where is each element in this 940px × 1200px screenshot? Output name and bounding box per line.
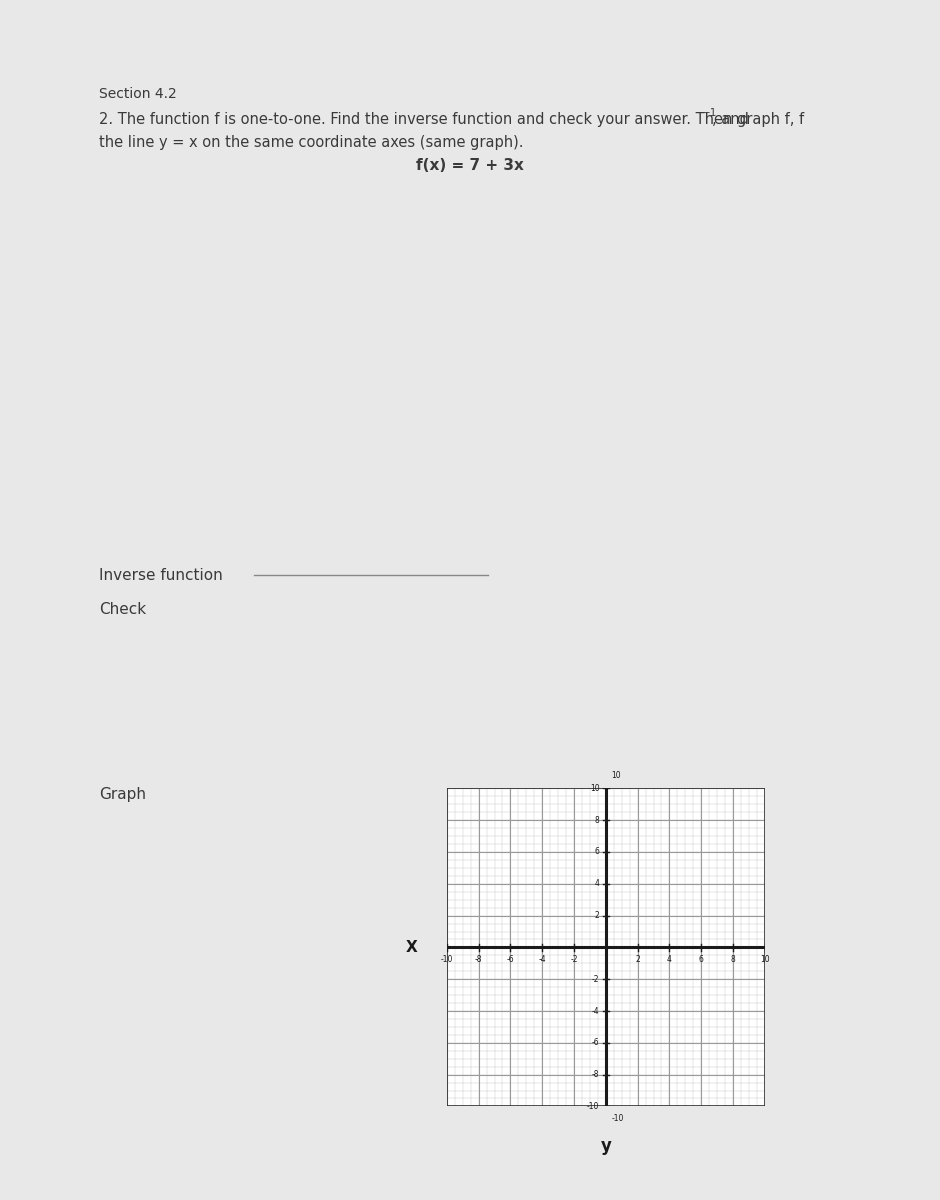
Text: the line y = x on the same coordinate axes (same graph).: the line y = x on the same coordinate ax… <box>99 134 524 150</box>
Text: 8: 8 <box>595 816 600 824</box>
Text: -6: -6 <box>592 1038 600 1048</box>
Text: Inverse function: Inverse function <box>99 568 223 583</box>
Text: 6: 6 <box>595 847 600 857</box>
Text: -10: -10 <box>588 1102 600 1111</box>
Text: -6: -6 <box>507 955 514 965</box>
Text: 2. The function f is one-to-one. Find the inverse function and check your answer: 2. The function f is one-to-one. Find th… <box>99 112 804 126</box>
Text: 10: 10 <box>589 784 600 793</box>
Text: 10: 10 <box>611 772 621 780</box>
Text: 2: 2 <box>595 911 600 920</box>
Text: 4: 4 <box>595 880 600 888</box>
Text: Graph: Graph <box>99 787 146 802</box>
Text: -4: -4 <box>539 955 546 965</box>
Text: -2: -2 <box>592 974 600 984</box>
Text: -2: -2 <box>571 955 578 965</box>
Text: 6: 6 <box>698 955 704 965</box>
Text: 2: 2 <box>635 955 640 965</box>
Text: −1: −1 <box>701 108 717 118</box>
Text: f(x) = 7 + 3x: f(x) = 7 + 3x <box>416 157 524 173</box>
Text: -10: -10 <box>441 955 453 965</box>
Text: -8: -8 <box>475 955 482 965</box>
Text: X: X <box>406 940 417 955</box>
Text: Section 4.2: Section 4.2 <box>99 88 177 101</box>
Text: -10: -10 <box>611 1115 624 1123</box>
Text: 8: 8 <box>730 955 735 965</box>
Text: -8: -8 <box>592 1070 600 1079</box>
Text: Check: Check <box>99 602 146 617</box>
Text: 10: 10 <box>760 955 770 965</box>
Text: 4: 4 <box>667 955 672 965</box>
Text: y: y <box>601 1138 611 1156</box>
Text: , and: , and <box>713 112 749 126</box>
Text: -4: -4 <box>592 1007 600 1015</box>
